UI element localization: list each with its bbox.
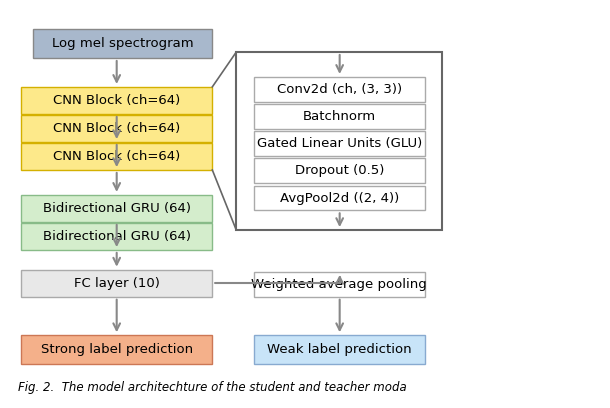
FancyBboxPatch shape <box>21 223 212 250</box>
Text: CNN Block (ch=64): CNN Block (ch=64) <box>53 122 181 135</box>
FancyBboxPatch shape <box>254 77 425 102</box>
FancyBboxPatch shape <box>21 270 212 297</box>
Text: Conv2d (ch, (3, 3)): Conv2d (ch, (3, 3)) <box>277 83 402 96</box>
Text: Strong label prediction: Strong label prediction <box>41 343 193 356</box>
Text: FC layer (10): FC layer (10) <box>74 277 160 290</box>
FancyBboxPatch shape <box>254 131 425 156</box>
Text: Bidirectional GRU (64): Bidirectional GRU (64) <box>43 230 191 243</box>
Text: AvgPool2d ((2, 4)): AvgPool2d ((2, 4)) <box>280 191 399 204</box>
Text: Fig. 2.  The model architechture of the student and teacher moda: Fig. 2. The model architechture of the s… <box>18 381 407 394</box>
Text: Bidirectional GRU (64): Bidirectional GRU (64) <box>43 202 191 215</box>
FancyBboxPatch shape <box>21 195 212 222</box>
Text: Batchnorm: Batchnorm <box>303 110 376 123</box>
FancyBboxPatch shape <box>236 52 442 230</box>
FancyBboxPatch shape <box>254 335 425 364</box>
Text: Weighted average pooling: Weighted average pooling <box>251 278 427 291</box>
Text: Weak label prediction: Weak label prediction <box>267 343 412 356</box>
FancyBboxPatch shape <box>21 115 212 142</box>
Text: CNN Block (ch=64): CNN Block (ch=64) <box>53 94 181 107</box>
Text: Gated Linear Units (GLU): Gated Linear Units (GLU) <box>257 137 422 150</box>
Text: CNN Block (ch=64): CNN Block (ch=64) <box>53 150 181 163</box>
FancyBboxPatch shape <box>21 87 212 114</box>
FancyBboxPatch shape <box>21 143 212 170</box>
Text: Log mel spectrogram: Log mel spectrogram <box>52 37 193 50</box>
FancyBboxPatch shape <box>254 158 425 183</box>
Text: Dropout (0.5): Dropout (0.5) <box>295 164 384 177</box>
FancyBboxPatch shape <box>254 272 425 297</box>
FancyBboxPatch shape <box>21 335 212 364</box>
FancyBboxPatch shape <box>254 104 425 129</box>
FancyBboxPatch shape <box>33 29 212 58</box>
FancyBboxPatch shape <box>254 186 425 211</box>
